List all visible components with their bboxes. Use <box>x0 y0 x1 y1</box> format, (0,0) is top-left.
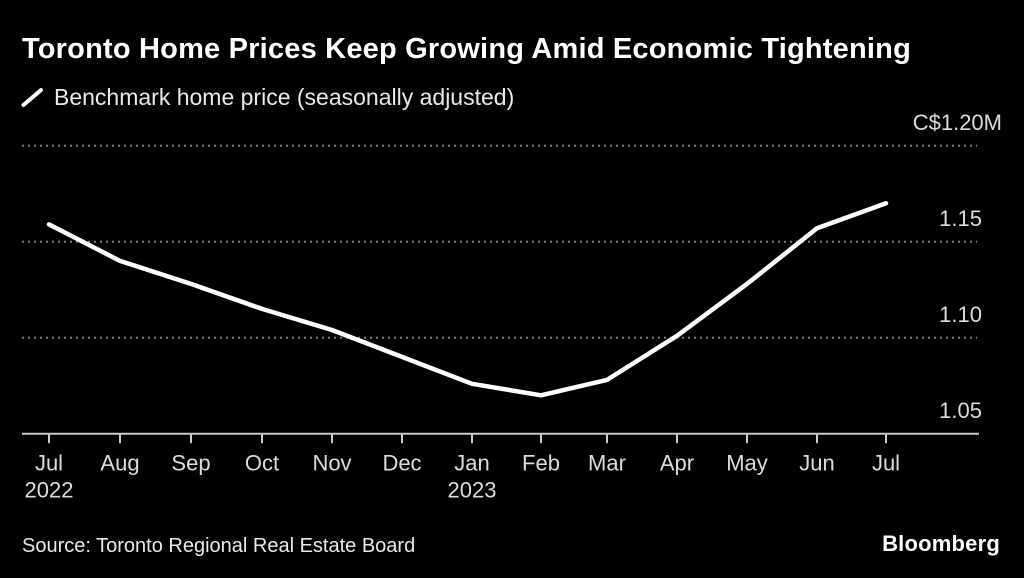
y-axis-tick-label: 1.10 <box>939 302 982 327</box>
chart-title: Toronto Home Prices Keep Growing Amid Ec… <box>22 33 911 65</box>
x-axis-tick-label: Mar <box>588 451 626 476</box>
x-axis-tick-label: Oct <box>245 451 279 476</box>
x-axis-tick-label: Jul <box>872 451 900 476</box>
y-axis-tick-label: 1.05 <box>939 398 982 423</box>
y-axis-tick-label: C$1.20M <box>913 110 1002 135</box>
bloomberg-logo: Bloomberg <box>882 531 1000 556</box>
x-axis-tick-label: Jul <box>35 451 63 476</box>
x-axis-tick-label: Nov <box>312 451 351 476</box>
benchmark-price-line <box>46 201 889 398</box>
x-axis-tick-label: Feb <box>522 451 560 476</box>
y-axis-tick-label: 1.15 <box>939 206 982 231</box>
x-axis-tick-label: Jun <box>799 451 834 476</box>
x-axis-tick-label: Jan <box>454 451 489 476</box>
line-series-icon <box>21 88 43 107</box>
x-axis-tick-label: Aug <box>100 451 139 476</box>
x-axis-year-label: 2023 <box>448 478 497 503</box>
source-note: Source: Toronto Regional Real Estate Boa… <box>22 535 416 557</box>
legend: Benchmark home price (seasonally adjuste… <box>21 84 514 111</box>
x-axis-year-label: 2022 <box>25 478 74 503</box>
legend-label: Benchmark home price (seasonally adjuste… <box>54 84 515 110</box>
x-axis-tick-label: Apr <box>660 451 694 476</box>
x-axis-tick-label: Dec <box>382 451 421 476</box>
x-axis-tick-label: May <box>726 451 768 476</box>
x-axis-tick-label: Sep <box>171 451 210 476</box>
